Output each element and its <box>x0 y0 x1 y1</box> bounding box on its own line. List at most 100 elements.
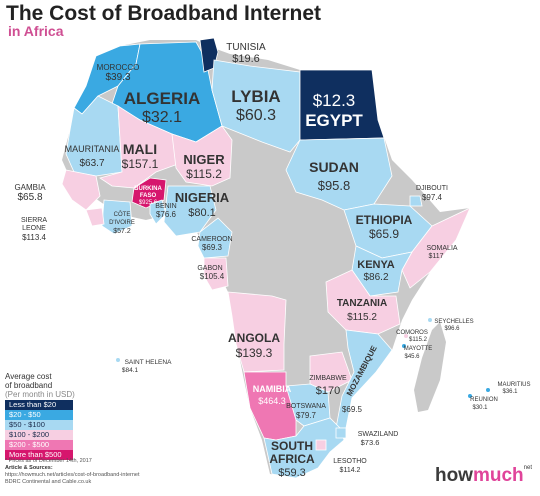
label-egypt-price: $12.3 <box>313 91 356 110</box>
label-comoros-price: $115.2 <box>409 337 428 343</box>
label-mauritius-name: MAURITIUS <box>498 382 531 388</box>
label-nigeria-price: $80.1 <box>188 207 216 219</box>
label-benin-name: BENIN <box>155 203 176 210</box>
label-djibouti-price: $97.4 <box>422 193 443 202</box>
label-namibia-price: $464.3 <box>258 396 286 406</box>
label-libya-name: LYBIA <box>231 87 280 106</box>
legend-item-100-200: $100 - $200 <box>5 430 73 440</box>
region-gabon <box>203 257 229 291</box>
legend-heading-line3: (Per month in USD) <box>5 390 75 399</box>
legend-item-gt500: More than $500 <box>5 450 73 460</box>
label-tanzania-price: $115.2 <box>347 312 377 323</box>
label-ethiopia-name: ETHIOPIA <box>356 213 413 227</box>
label-southafrica-name-2: AFRICA <box>269 452 315 466</box>
legend-heading-line2: of broadband <box>5 381 53 390</box>
label-gambia-name: GAMBIA <box>14 183 46 192</box>
region-swaziland <box>335 427 347 439</box>
prices-note: * Prices as of December 14th, 2017 <box>5 458 92 464</box>
label-sierra-name-1: SIERRA <box>21 217 47 224</box>
region-benin <box>149 199 167 225</box>
brand-part1: how <box>434 465 473 486</box>
label-somalia-name: SOMALIA <box>426 245 457 252</box>
label-angola-name: ANGOLA <box>228 331 280 345</box>
region-egypt <box>299 69 385 141</box>
region-mali <box>99 105 179 189</box>
label-tanzania-name: TANZANIA <box>337 298 387 309</box>
region-cameroon <box>197 217 233 259</box>
label-namibia-name: NAMIBIA <box>253 384 292 394</box>
brand-part2: much <box>472 465 524 486</box>
label-seychelles-price: $96.6 <box>444 326 460 332</box>
legend: Less than $20 $20 - $50 $50 - $100 $100 … <box>5 400 73 460</box>
region-sierra <box>85 207 105 227</box>
label-mali-name: MALI <box>123 141 157 157</box>
label-morocco-price: $39.3 <box>105 72 130 83</box>
source-2: BDRC Continental and Cable.co.uk <box>5 479 92 485</box>
label-sudan-name: SUDAN <box>309 159 359 175</box>
island-comoros <box>404 334 408 338</box>
label-benin-price: $76.6 <box>156 210 177 219</box>
island-sthelena <box>116 358 120 362</box>
region-burkina <box>131 177 167 209</box>
label-lesotho-name: LESOTHO <box>333 458 367 465</box>
source-notes: * Prices as of December 14th, 2017 Artic… <box>5 458 175 486</box>
region-madagascar <box>414 322 446 412</box>
region-angola <box>227 291 287 373</box>
island-seychelles <box>428 318 432 322</box>
label-southafrica-price: $59.3 <box>278 467 306 479</box>
label-burkina-name-2: FASO <box>140 193 157 199</box>
legend-heading: Average cost of broadband (Per month in … <box>5 372 75 399</box>
label-kenya-name: KENYA <box>357 259 395 271</box>
label-tunisia-price: $19.6 <box>232 53 260 65</box>
legend-item-50-100: $50 - $100 <box>5 420 73 430</box>
label-cameroon-price: $69.3 <box>202 243 223 252</box>
region-djibouti <box>409 195 423 207</box>
label-botswana-name: BOTSWANA <box>286 403 326 410</box>
legend-item-20-50: $20 - $50 <box>5 410 73 420</box>
label-cameroon-name: CAMEROON <box>191 236 232 243</box>
legend-item-200-500: $200 - $500 <box>5 440 73 450</box>
sources-title: Article & Sources: <box>5 465 53 471</box>
label-mali-price: $157.1 <box>122 157 159 171</box>
label-ethiopia-price: $65.9 <box>369 227 399 241</box>
brand-logo: howmuchnet <box>435 465 532 487</box>
label-angola-price: $139.3 <box>236 346 273 360</box>
label-morocco-name: MOROCCO <box>97 63 140 72</box>
label-ivoire-name-1: CÔTE <box>114 211 131 218</box>
region-niger <box>171 125 233 187</box>
label-algeria-name: ALGERIA <box>124 89 201 108</box>
region-morocco <box>73 43 141 115</box>
label-reunion-price: $30.1 <box>472 405 488 411</box>
label-tunisia-name: TUNISIA <box>226 42 266 53</box>
page-title: The Cost of Broadband Internet <box>6 2 321 25</box>
label-sthelena-price: $84.1 <box>122 367 139 374</box>
island-reunion <box>468 394 472 398</box>
page-subtitle: in Africa <box>8 23 64 39</box>
label-niger-name: NIGER <box>183 152 225 167</box>
island-mayotte <box>402 344 406 348</box>
label-ivoire-name-2: D'IVOIRE <box>109 220 135 226</box>
label-gabon-price: $105.4 <box>200 272 225 281</box>
label-swaziland-price: $73.6 <box>361 438 380 447</box>
label-zimbabwe-price: $170 <box>316 385 340 397</box>
label-mauritius-price: $36.1 <box>502 389 518 395</box>
label-burkina-price: $925.6 <box>139 200 158 206</box>
legend-heading-line1: Average cost <box>5 372 52 381</box>
label-seychelles-name: SEYCHELLES <box>434 319 473 325</box>
label-ivoire-price: $57.2 <box>113 228 131 235</box>
label-botswana-price: $79.7 <box>296 411 317 420</box>
label-gabon-name: GABON <box>197 265 222 272</box>
region-lesotho <box>315 439 327 451</box>
label-sudan-price: $95.8 <box>318 178 351 193</box>
region-mauritania <box>65 95 123 177</box>
region-libya <box>211 59 301 153</box>
brand-suffix: net <box>523 465 532 471</box>
label-sthelena-name: SAINT HELENA <box>125 359 173 366</box>
island-mauritius <box>486 388 490 392</box>
legend-item-lt20: Less than $20 <box>5 400 73 410</box>
label-reunion-name: REUNION <box>470 397 498 403</box>
region-senegal-guinea <box>61 169 101 211</box>
label-gambia-price: $65.8 <box>17 192 42 203</box>
label-mauritania-name: MAURITANIA <box>65 144 120 154</box>
